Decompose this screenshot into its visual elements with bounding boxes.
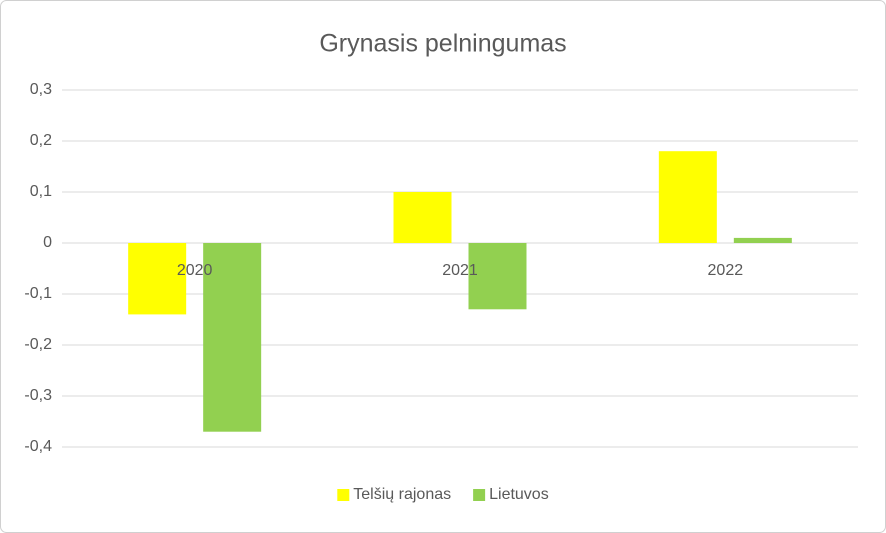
x-tick-label: 2020 [177, 262, 213, 279]
legend-swatch [473, 489, 486, 501]
x-tick-label: 2021 [442, 262, 478, 279]
y-tick-label: 0,3 [30, 81, 52, 98]
y-tick-label: -0,4 [24, 438, 52, 455]
y-tick-label: 0,1 [30, 183, 52, 200]
bar [658, 151, 717, 243]
y-tick-label: 0,2 [30, 132, 52, 149]
bar [393, 192, 452, 243]
legend-label: Lietuvos [489, 486, 549, 503]
y-tick-label: -0,2 [24, 336, 52, 353]
legend-label: Telšių rajonas [353, 486, 451, 503]
legend-swatch [337, 489, 350, 501]
bar [128, 243, 187, 315]
bar [733, 237, 792, 243]
x-tick-label: 2022 [708, 262, 744, 279]
bar [468, 243, 527, 310]
y-tick-label: -0,1 [24, 285, 52, 302]
chart-title: Grynasis pelningumas [319, 30, 566, 58]
bar [203, 243, 262, 432]
y-tick-label: 0 [43, 234, 52, 251]
y-tick-label: -0,3 [24, 387, 52, 404]
